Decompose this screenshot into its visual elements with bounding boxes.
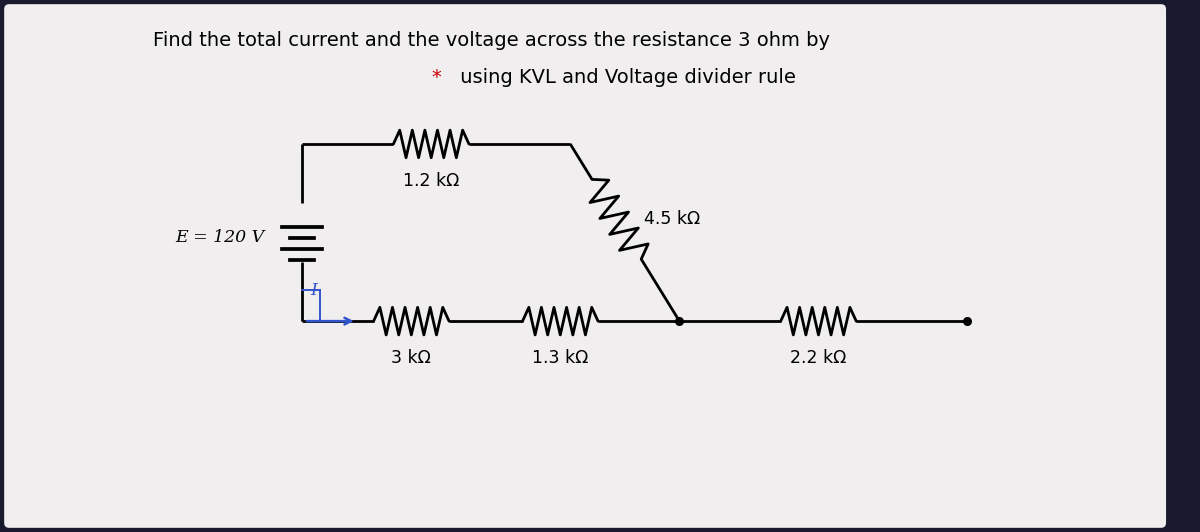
Text: 1.2 kΩ: 1.2 kΩ (403, 171, 460, 189)
Text: I: I (311, 282, 318, 300)
FancyBboxPatch shape (4, 4, 1166, 528)
Text: 2.2 kΩ: 2.2 kΩ (791, 348, 847, 367)
Text: E = 120 V: E = 120 V (175, 229, 264, 246)
Text: 4.5 kΩ: 4.5 kΩ (644, 210, 701, 228)
Text: Find the total current and the voltage across the resistance 3 ohm by: Find the total current and the voltage a… (154, 31, 830, 50)
Text: 1.3 kΩ: 1.3 kΩ (532, 348, 588, 367)
Text: using KVL and Voltage divider rule: using KVL and Voltage divider rule (454, 68, 796, 87)
Text: *: * (431, 68, 442, 87)
Text: 3 kΩ: 3 kΩ (391, 348, 431, 367)
